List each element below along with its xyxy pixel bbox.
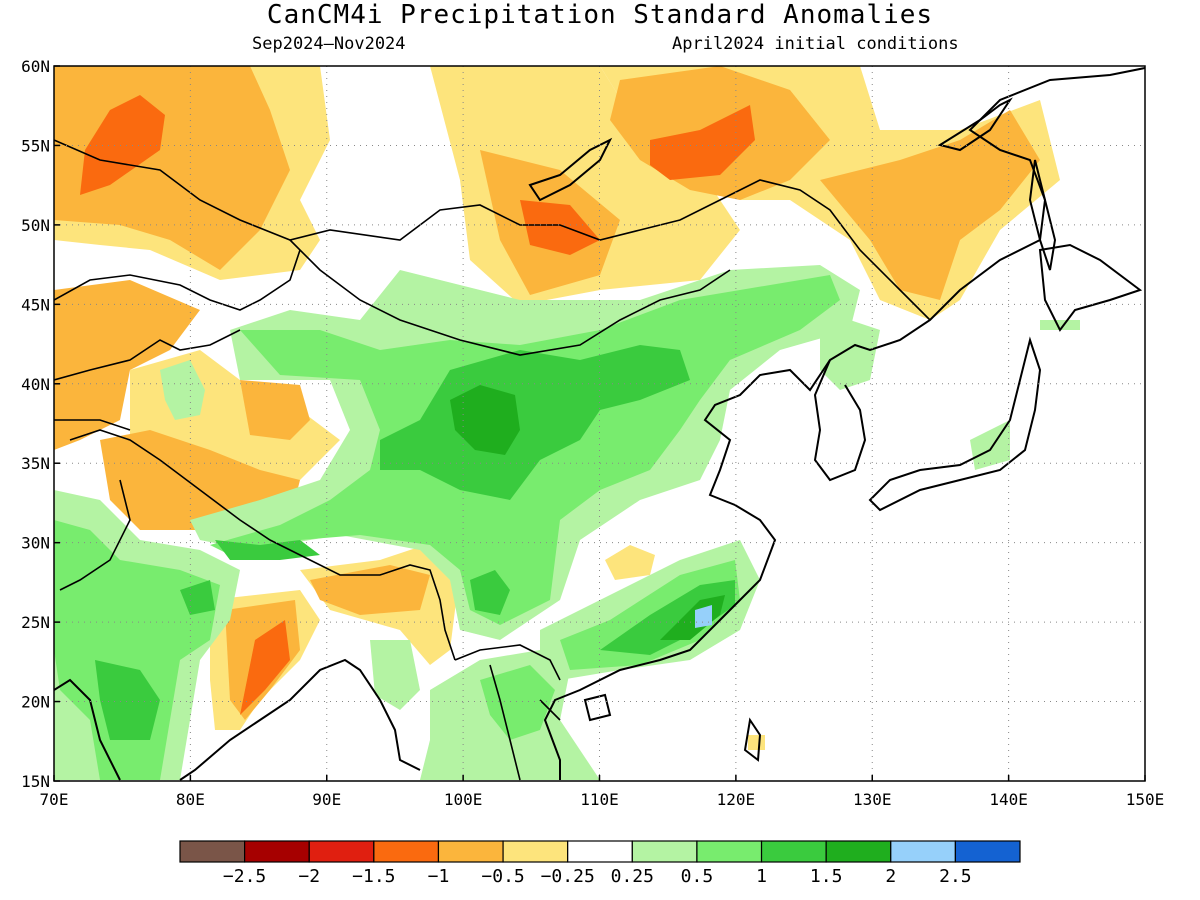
lon-tick-label: 90E <box>312 790 341 809</box>
colorbar-swatch <box>954 840 1021 863</box>
anomaly-field <box>54 66 1145 781</box>
coastline-okhotsk <box>937 97 1013 152</box>
wet-region-loess-core <box>450 385 520 455</box>
latitude-ticks: 60N 55N 50N 45N 40N 35N 30N 25N 20N 15N <box>21 57 60 791</box>
lon-tick-label: 70E <box>40 790 69 809</box>
colorbar-swatch <box>502 840 569 863</box>
lat-tick-label: 40N <box>21 375 50 394</box>
chart-title: CanCM4i Precipitation Standard Anomalies <box>266 0 934 30</box>
colorbar-label: 0.25 <box>611 866 654 887</box>
colorbar-swatch <box>244 840 310 863</box>
coastlines <box>54 67 1145 781</box>
colorbar-swatch <box>696 840 763 863</box>
longitude-ticks: 70E 80E 90E 100E 110E 120E 130E 140E 150E <box>40 775 1165 809</box>
colorbar-swatch <box>825 840 892 863</box>
dry-region-taiwan <box>748 735 765 750</box>
dry-region-india-east-strong <box>240 620 290 715</box>
colorbar-label: 2 <box>885 866 896 887</box>
colorbar-label: −1.5 <box>352 866 395 887</box>
colorbar-swatch <box>373 840 440 863</box>
coastline-lake-baikal <box>528 137 613 202</box>
dry-region-mongolia-strong <box>520 200 600 255</box>
wet-region-myanmar-west <box>370 640 420 710</box>
colorbar-label: −2 <box>298 866 320 887</box>
colorbar-swatch <box>179 840 246 863</box>
dry-region-yangtze <box>605 545 655 580</box>
colorbar-label: 1.5 <box>810 866 843 887</box>
lat-tick-label: 35N <box>21 454 50 473</box>
border-indochina <box>454 644 561 781</box>
lat-tick-label: 30N <box>21 534 50 553</box>
colorbar-swatch <box>631 840 698 863</box>
dry-region-tarim <box>240 380 310 440</box>
coastline-japan <box>868 336 1042 512</box>
border-himalaya <box>69 429 456 661</box>
wet-region-indochina-mid <box>480 665 555 740</box>
colorbar-label: −0.5 <box>481 866 524 887</box>
coastline-east-asia <box>543 67 1145 780</box>
season-subtitle: Sep2024–Nov2024 <box>252 34 406 54</box>
colorbar-swatch <box>437 840 504 863</box>
border-mongolia-china <box>289 239 731 356</box>
colorbar: −2.5 −2 −1.5 −1 −0.5 −0.25 0.25 0.5 1 1.5 2 2.5 <box>179 840 1021 887</box>
lat-tick-label: 25N <box>21 613 50 632</box>
lat-tick-label: 50N <box>21 216 50 235</box>
wet-region-xinjiang <box>160 360 205 420</box>
coastline-india-bay <box>54 658 421 781</box>
coastline-korea <box>813 359 867 482</box>
wet-region-japan-north <box>1040 320 1080 330</box>
wet-region-india-north-core <box>180 580 215 615</box>
dry-region-myanmar-core <box>310 565 430 615</box>
lat-tick-label: 60N <box>21 57 50 76</box>
lat-tick-label: 45N <box>21 295 50 314</box>
wet-region-india-west-mid <box>54 520 220 780</box>
coastline-hainan <box>583 693 612 722</box>
wet-region-korea <box>820 320 880 390</box>
colorbar-label: −1 <box>428 866 450 887</box>
dry-region-siberia-west-strong <box>80 95 165 195</box>
lon-tick-label: 110E <box>580 790 619 809</box>
lon-tick-label: 100E <box>444 790 483 809</box>
lon-tick-label: 140E <box>989 790 1028 809</box>
coastline-hokkaido <box>1038 243 1143 332</box>
dry-region-amur-strong <box>650 105 755 180</box>
lon-tick-label: 150E <box>1126 790 1165 809</box>
colorbar-label: −0.25 <box>541 866 595 887</box>
colorbar-swatch <box>760 840 827 863</box>
coastline-sakhalin <box>1028 159 1057 271</box>
colorbar-label: 2.5 <box>939 866 972 887</box>
dry-region-kazakhstan <box>54 280 200 450</box>
dry-region-amur-east <box>820 110 1040 300</box>
lon-tick-label: 130E <box>853 790 892 809</box>
colorbar-label: 1 <box>756 866 767 887</box>
colorbar-label: −2.5 <box>223 866 266 887</box>
lat-tick-label: 15N <box>21 772 50 791</box>
colorbar-swatch <box>890 840 956 863</box>
lon-tick-label: 80E <box>176 790 205 809</box>
wet-region-japan <box>970 420 1010 470</box>
wet-region-india-west-core <box>95 660 160 740</box>
border-pakistan-india <box>59 479 131 591</box>
lat-tick-label: 55N <box>21 136 50 155</box>
lon-tick-label: 120E <box>717 790 756 809</box>
wet-region-sichuan <box>470 570 510 615</box>
wet-region-tibet <box>215 540 320 560</box>
border-kazakhstan <box>54 249 301 311</box>
coastline-taiwan <box>743 717 762 762</box>
border-central-asia <box>54 329 241 431</box>
wet-region-fujian-blue <box>695 605 712 628</box>
colorbar-label: 0.5 <box>681 866 714 887</box>
initial-conditions-subtitle: April2024 initial conditions <box>672 34 959 54</box>
colorbar-swatch <box>308 840 375 863</box>
lat-tick-label: 20N <box>21 693 50 712</box>
colorbar-swatch <box>567 840 633 863</box>
wet-region-south-china-core <box>600 580 735 655</box>
